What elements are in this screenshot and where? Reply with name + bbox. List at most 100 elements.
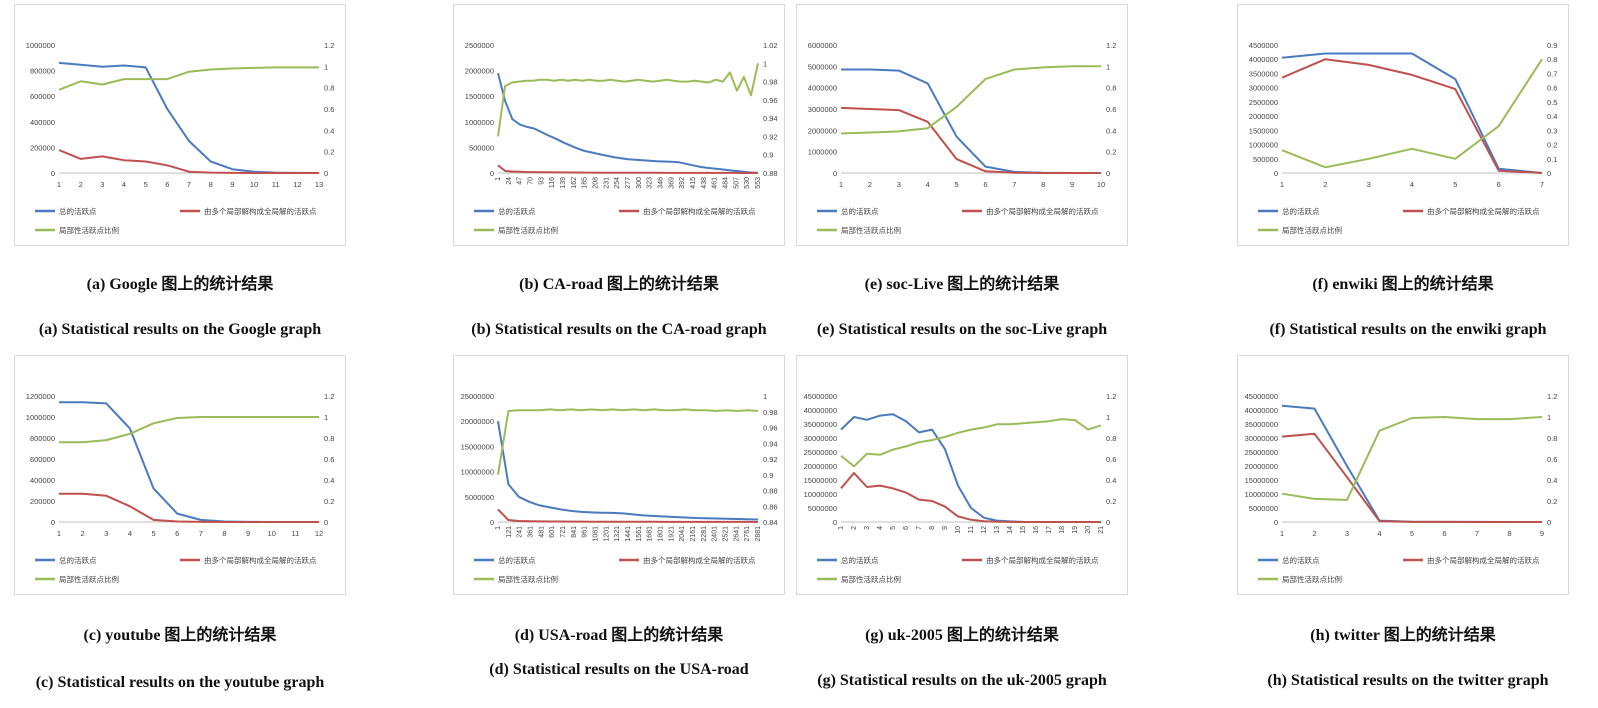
x-tick-label: 601 [549,526,556,538]
y-right-tick-label: 0.6 [1547,84,1557,93]
x-tick-label: 10 [1097,180,1105,189]
series-line-1 [1281,52,1543,174]
y-right-tick-label: 0.4 [1547,476,1557,485]
y-left-tick-label: 500000 [469,143,494,152]
y-right-tick-label: 0 [1106,169,1110,178]
y-right-tick-label: 0 [1547,169,1551,178]
y-left-tick-label: 6000000 [808,41,837,50]
y-right-tick-label: 1 [763,59,767,68]
caption-en-e: (e) Statistical results on the soc-Live … [816,321,1108,338]
series-line-2 [840,106,1101,174]
x-tick-label: 8 [209,180,213,189]
x-tick-label: 16 [1033,526,1040,534]
x-tick-label: 415 [690,177,697,189]
y-right-tick-label: 0 [1547,518,1551,527]
y-right-tick-label: 0.4 [1106,126,1116,135]
y-right-tick-label: 0.4 [324,126,334,135]
y-right-tick-label: 0.8 [324,434,334,443]
x-tick-label: 10 [250,180,258,189]
x-tick-label: 3 [897,180,901,189]
y-right-tick-label: 0.86 [763,502,778,511]
y-left-tick-label: 2500000 [1249,98,1278,107]
legend-label-3: 局部性活跃点比例 [1282,225,1342,235]
x-tick-label: 47 [517,177,524,185]
chart-e: 0 1000000 2000000 3000000 4000000 5000000 6000… [796,4,1128,246]
y-left-tick-label: 45000000 [1245,392,1278,401]
chart-f: 0 500000 1000000 1500000 2000000 2500000 30000… [1237,4,1569,246]
x-tick-label: 6 [903,526,910,530]
x-tick-label: 21 [1098,526,1105,534]
y-right-tick-label: 0.9 [763,151,773,160]
y-left-tick-label: 10000000 [461,468,494,477]
x-tick-label: 1081 [593,526,600,542]
x-tick-label: 2 [81,529,85,538]
x-tick-label: 1801 [658,526,665,542]
y-right-tick-label: 1 [324,413,328,422]
y-right-tick-label: 0.2 [1547,141,1557,150]
x-tick-label: 1 [495,526,502,530]
series-line-1 [59,401,319,523]
x-tick-label: 15 [1020,526,1027,534]
series-line-2 [840,472,1101,523]
y-left-tick-label: 40000000 [1245,406,1278,415]
y-left-tick-label: 1000000 [465,118,494,127]
x-tick-label: 361 [528,526,535,538]
x-tick-label: 7 [1540,180,1544,189]
chart-g: 0 5000000 10000000 15000000 20000000 25000000… [796,355,1128,595]
x-tick-label: 6 [1497,180,1501,189]
x-tick-label: 17 [1046,526,1053,534]
legend-label-3: 局部性活跃点比例 [59,574,119,584]
x-tick-label: 10 [268,529,276,538]
y-right-tick-label: 0.6 [324,455,334,464]
y-left-tick-label: 800000 [30,434,55,443]
caption-en-f: (f) Statistical results on the enwiki gr… [1269,321,1547,338]
x-tick-label: 530 [744,177,751,189]
y-right-tick-label: 0.2 [324,148,334,157]
y-left-tick-label: 5000000 [808,504,837,513]
legend-label-1: 总的活跃点 [59,206,97,216]
y-right-tick-label: 0.4 [1106,476,1116,485]
y-left-tick-label: 20000000 [1245,462,1278,471]
y-left-tick-label: 4000000 [1249,55,1278,64]
x-tick-label: 3 [1345,529,1349,538]
series-line-1 [497,421,759,521]
series-line-1 [841,68,1101,174]
x-tick-label: 20 [1085,526,1092,534]
y-left-tick-label: 200000 [30,143,55,152]
y-right-tick-label: 0.4 [324,476,334,485]
y-right-tick-label: 0.2 [1106,148,1116,157]
x-tick-label: 70 [528,177,535,185]
y-right-tick-label: 0.96 [763,424,778,433]
x-tick-label: 139 [560,177,567,189]
y-left-tick-label: 35000000 [1245,420,1278,429]
legend-label-1: 总的活跃点 [841,555,879,565]
y-left-tick-label: 1500000 [465,92,494,101]
legend-label-1: 总的活跃点 [59,555,97,565]
x-tick-label: 231 [603,177,610,189]
x-tick-label: 6 [1442,529,1446,538]
series-line-3 [497,63,759,137]
series-line-3 [497,408,759,475]
series-line-2 [497,164,758,174]
y-right-tick-label: 0.6 [1106,455,1116,464]
y-right-tick-label: 0.4 [1547,112,1557,121]
y-left-tick-label: 0 [490,518,494,527]
chart-svg-b: 0 500000 1000000 1500000 2000000 2500000 0.88 0… [465,41,778,235]
y-right-tick-label: 1.2 [324,392,334,401]
series-line-3 [58,66,319,91]
y-left-tick-label: 600000 [30,455,55,464]
y-right-tick-label: 0.8 [1547,434,1557,443]
x-tick-label: 93 [538,177,545,185]
x-tick-label: 9 [942,526,949,530]
y-right-tick-label: 0.96 [763,96,778,105]
caption-zh-d: (d) USA-road 图上的统计结果 [514,627,724,644]
x-tick-label: 162 [571,177,578,189]
x-tick-label: 6 [165,180,169,189]
x-tick-label: 8 [1507,529,1511,538]
y-left-tick-label: 200000 [30,497,55,506]
x-tick-label: 300 [636,177,643,189]
x-tick-label: 9 [1070,180,1074,189]
x-tick-label: 11 [272,180,280,189]
caption-en-d: (d) Statistical results on the USA-road [489,661,749,678]
y-left-tick-label: 2000000 [808,126,837,135]
